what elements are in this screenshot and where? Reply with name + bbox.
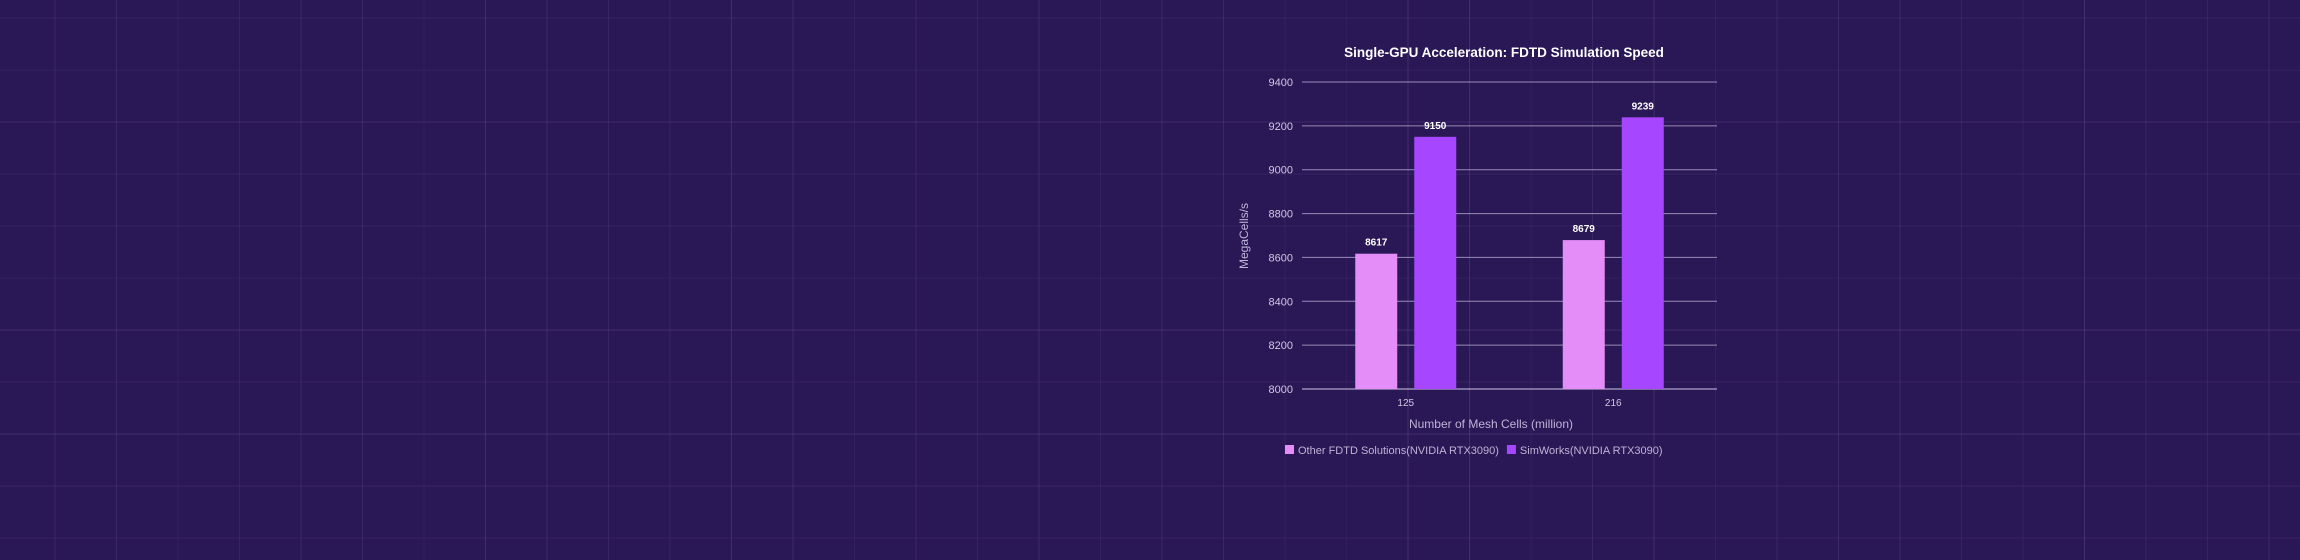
legend-label: SimWorks(NVIDIA RTX3090) [1520,445,1663,457]
bar [1414,136,1457,389]
data-label: 8617 [1365,238,1388,249]
data-label: 9239 [1632,101,1655,112]
data-label: 9150 [1424,121,1447,132]
x-tick-label: 125 [1397,398,1414,409]
x-axis-label: Number of Mesh Cells (million) [1409,417,1573,431]
x-axis-ticks: 125 216 [1397,398,1622,409]
legend-swatch [1285,445,1294,454]
y-tick-label: 9200 [1269,121,1293,133]
data-labels: 8617 9150 8679 9239 [1365,101,1654,248]
y-tick-label: 8200 [1269,340,1293,352]
y-tick-label: 8600 [1269,252,1293,264]
y-tick-label: 8400 [1269,296,1293,308]
y-tick-label: 9000 [1269,165,1293,177]
bars [1355,117,1664,390]
y-tick-label: 9400 [1269,77,1293,89]
bar [1621,117,1664,390]
y-axis-ticks: 8000 8200 8400 8600 8800 9000 9200 9400 [1269,77,1293,396]
data-label: 8679 [1573,224,1596,235]
x-tick-label: 216 [1605,398,1622,409]
y-tick-label: 8000 [1269,384,1293,396]
y-tick-label: 8800 [1269,209,1293,221]
bar [1562,240,1605,389]
legend-swatch [1506,445,1516,454]
y-axis-label: MegaCells/s [1237,203,1251,269]
bar [1355,253,1398,389]
legend-label: Other FDTD Solutions(NVIDIA RTX3090) [1298,445,1499,457]
legend: Other FDTD Solutions(NVIDIA RTX3090) SimW… [1285,445,1663,457]
chart-title: Single-GPU Acceleration: FDTD Simulation… [1344,45,1664,60]
